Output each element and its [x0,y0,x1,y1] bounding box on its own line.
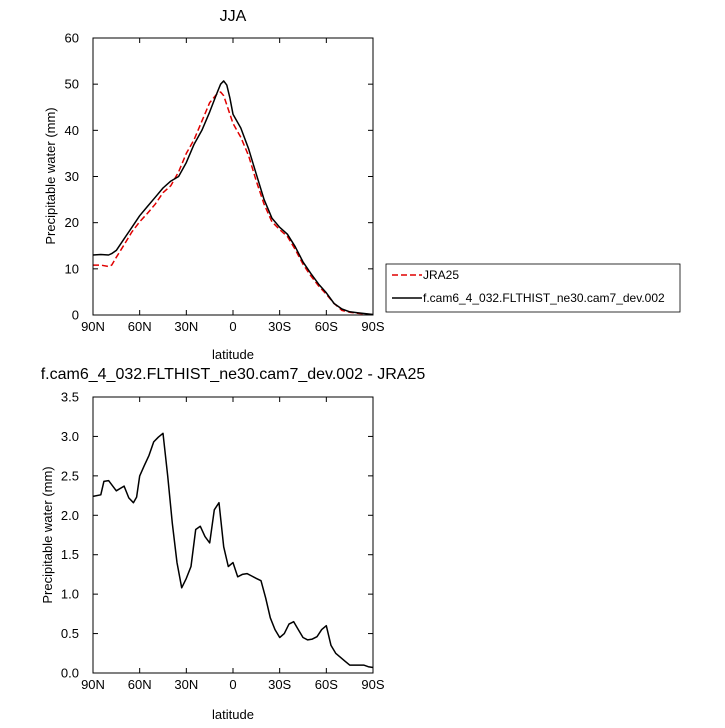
top-chart-ticks-layer: 90N 60N 30N 0 30S 60S 90S 0 10 20 30 40 50 60 [65,31,385,335]
legend-label-jra25: JRA25 [423,268,459,282]
bottom-chart-ticks-layer: 90N 60N 30N 0 30S 60S 90S 0.0 0.5 1.0 1.5 2.0 2.5 3.0… [61,390,385,693]
top-chart-xtick-label: 90S [361,319,384,334]
top-chart-ytick-label: 40 [65,123,79,138]
top-chart-ytick-label: 20 [65,215,79,230]
legend: JRA25 f.cam6_4_032.FLTHIST_ne30.cam7_dev… [385,263,681,313]
top-panel: JJA latitude Precipitable water (mm) 90N… [43,8,385,362]
bottom-chart-ylabel: Precipitable water (mm) [40,466,55,603]
top-chart-ytick-label: 60 [65,31,79,46]
top-chart-ylabel: Precipitable water (mm) [43,107,58,244]
top-chart-xtick-label: 60N [128,319,152,334]
legend-frame [385,263,681,313]
bottom-chart-xtick-label: 90S [361,677,384,692]
top-chart-xtick-label: 60S [315,319,338,334]
bottom-chart-plot-frame [92,396,374,674]
bottom-chart-xtick-label: 90N [81,677,105,692]
top-chart-xtick-label: 0 [229,319,236,334]
bottom-panel: f.cam6_4_032.FLTHIST_ne30.cam7_dev.002 -… [40,366,425,722]
bottom-chart-ytick-label: 1.0 [61,587,79,602]
top-chart-ytick-label: 50 [65,77,79,92]
top-chart-ytick-label: 30 [65,169,79,184]
top-chart-xtick-label: 30S [268,319,291,334]
bottom-chart-ytick-label: 0.0 [61,666,79,681]
top-chart-series-line-1 [92,80,374,316]
bottom-chart-xtick-label: 60S [315,677,338,692]
top-chart-title: JJA [220,8,247,25]
top-chart-ytick-label: 10 [65,261,79,276]
bottom-chart-xtick-label: 0 [229,677,236,692]
bottom-chart-ytick-label: 1.5 [61,547,79,562]
bottom-chart-ytick-label: 3.0 [61,429,79,444]
top-chart-plot-frame [92,37,374,316]
top-chart-xlabel: latitude [212,347,254,362]
bottom-chart-series-layer [92,432,374,669]
bottom-chart-ytick-label: 0.5 [61,626,79,641]
bottom-chart-xtick-label: 30S [268,677,291,692]
bottom-chart-ytick-label: 3.5 [61,390,79,405]
bottom-chart-xlabel: latitude [212,707,254,722]
top-chart-series-line-0 [93,91,374,316]
bottom-chart-ytick-label: 2.5 [61,468,79,483]
legend-label-model: f.cam6_4_032.FLTHIST_ne30.cam7_dev.002 [423,291,665,305]
top-chart-xtick-label: 30N [174,319,198,334]
top-chart-series-layer [92,80,374,316]
top-chart-xtick-label: 90N [81,319,105,334]
bottom-chart-xtick-label: 30N [174,677,198,692]
bottom-chart-title: f.cam6_4_032.FLTHIST_ne30.cam7_dev.002 -… [41,366,426,383]
top-chart-ytick-label: 0 [72,308,79,323]
bottom-chart-xtick-label: 60N [128,677,152,692]
bottom-chart-ytick-label: 2.0 [61,508,79,523]
bottom-chart-series-line-0 [92,432,374,669]
